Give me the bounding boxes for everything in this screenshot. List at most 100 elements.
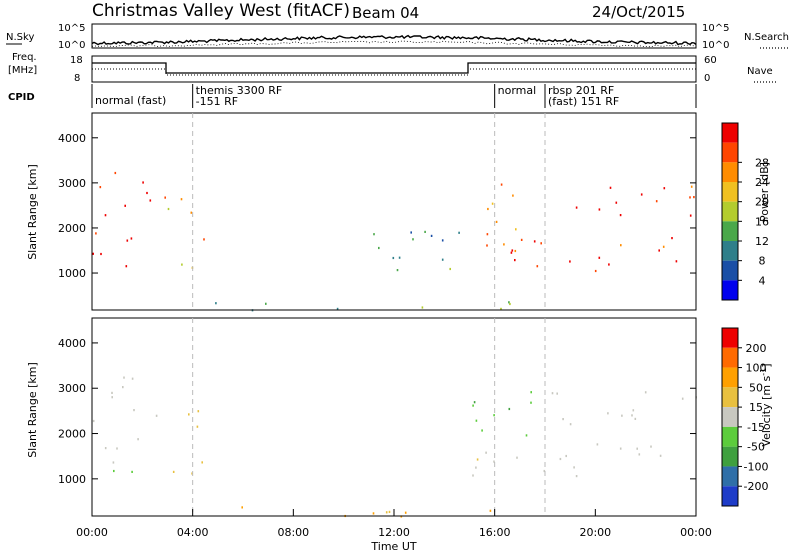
scatter-point <box>536 265 539 268</box>
scatter-point <box>430 234 433 237</box>
scatter-point <box>131 377 134 380</box>
scatter-point <box>181 263 183 266</box>
colorbar-tick-label: -200 <box>744 480 769 493</box>
freq-left-tick-top: 18 <box>70 55 83 66</box>
scatter-point <box>114 171 117 175</box>
scatter-point <box>594 269 597 273</box>
colorbar-swatch <box>722 367 738 388</box>
freq-right-tick-bottom: 0 <box>704 73 710 84</box>
scatter-point <box>475 419 478 422</box>
noise-left-tick-bottom: 10^0 <box>58 40 85 51</box>
scatter-point <box>146 191 148 195</box>
scatter-point <box>607 412 609 415</box>
scatter-point <box>190 211 193 214</box>
beam-label: Beam 04 <box>352 4 419 22</box>
scatter-point <box>385 511 388 514</box>
colorbar-swatch <box>722 123 738 143</box>
scatter-point <box>336 307 339 310</box>
scatter-point <box>508 407 511 411</box>
ytick-label: 4000 <box>58 132 86 145</box>
scatter-point <box>556 392 558 395</box>
scatter-point <box>640 193 643 196</box>
colorbar-swatch <box>722 182 738 202</box>
colorbar-swatch <box>722 486 738 506</box>
colorbar-swatch <box>722 466 738 487</box>
colorbar-swatch <box>722 347 738 368</box>
scatter-point <box>634 417 637 420</box>
power-panel: Slant Range [km] 1000 2000 3000 4000 4 8 12 16… <box>26 112 771 312</box>
scatter-point <box>514 259 516 262</box>
scatter-point <box>515 228 517 231</box>
velocity-yticks: 1000 2000 3000 4000 <box>58 337 696 486</box>
scatter-point <box>681 397 684 400</box>
scatter-point <box>644 391 647 394</box>
scatter-point <box>508 301 510 304</box>
scatter-point <box>485 451 487 454</box>
scatter-point <box>573 466 575 469</box>
scatter-point <box>137 438 139 441</box>
scatter-point <box>689 196 691 199</box>
freq-trace <box>92 62 696 74</box>
velocity-panel: Slant Range [km] 1000 2000 3000 4000 200 100… <box>26 317 773 553</box>
scatter-point <box>631 414 633 417</box>
velocity-colorbar-label-close: ] <box>760 363 773 367</box>
scatter-point <box>481 429 483 432</box>
scatter-point <box>663 187 666 190</box>
scatter-point <box>493 414 495 417</box>
noise-right-tick-top: 10^5 <box>702 23 729 34</box>
velocity-ylabel: Slant Range [km] <box>26 362 39 458</box>
scatter-point <box>372 512 375 515</box>
scatter-point <box>503 243 505 246</box>
scatter-point <box>122 386 124 389</box>
colorbar-tick-label: 12 <box>755 235 769 248</box>
colorbar-swatch <box>722 446 738 467</box>
colorbar-tick-label: 4 <box>759 274 766 287</box>
scatter-point <box>512 194 514 197</box>
colorbar-swatch <box>722 280 738 300</box>
scatter-point <box>562 418 564 421</box>
colorbar-tick-label: 15 <box>749 401 763 414</box>
scatter-point <box>123 376 125 379</box>
colorbar-swatch <box>722 162 738 182</box>
freq-label-line1: Freq. <box>12 52 37 63</box>
scatter-point <box>551 392 554 395</box>
scatter-point <box>265 302 267 305</box>
scatter-point <box>112 461 115 464</box>
scatter-point <box>693 196 695 199</box>
power-colorbar-label: Power [dB] <box>758 162 771 222</box>
scatter-point <box>125 265 128 268</box>
scatter-point <box>662 245 665 248</box>
scatter-point <box>472 474 474 477</box>
scatter-point <box>619 214 622 217</box>
noise-right-tick-bottom: 10^0 <box>702 40 729 51</box>
scatter-point <box>509 302 511 306</box>
noise-sky-line <box>91 34 697 46</box>
power-ylabel: Slant Range [km] <box>26 164 39 260</box>
scatter-point <box>412 238 414 241</box>
scatter-point <box>472 404 474 407</box>
scatter-point <box>575 475 578 478</box>
colorbar-tick-label: 200 <box>746 342 767 355</box>
colorbar-tick-label: -50 <box>747 441 765 454</box>
scatter-point <box>530 401 532 404</box>
scatter-point <box>489 509 492 512</box>
xtick-label: 12:00 <box>378 526 410 539</box>
scatter-point <box>392 256 395 260</box>
scatter-point <box>598 208 601 211</box>
colorbar-tick-label: -15 <box>747 421 765 434</box>
cpid-segment-name: themis 3300 RF <box>196 84 283 97</box>
scatter-point <box>609 186 612 189</box>
scatter-point <box>569 423 572 426</box>
cpid-segment-name: rbsp 201 RF <box>548 84 614 97</box>
scatter-point <box>530 391 532 394</box>
nave-trace <box>92 68 696 76</box>
scatter-point <box>215 302 217 305</box>
scatter-point <box>650 445 652 448</box>
scatter-point <box>180 198 183 201</box>
xtick-label: 04:00 <box>177 526 209 539</box>
velocity-panel-frame <box>91 317 697 517</box>
colorbar-tick-label: 50 <box>749 381 763 394</box>
scatter-point <box>473 401 476 404</box>
freq-panel: Freq. [MHz] 18 8 60 0 Nave <box>8 52 776 84</box>
